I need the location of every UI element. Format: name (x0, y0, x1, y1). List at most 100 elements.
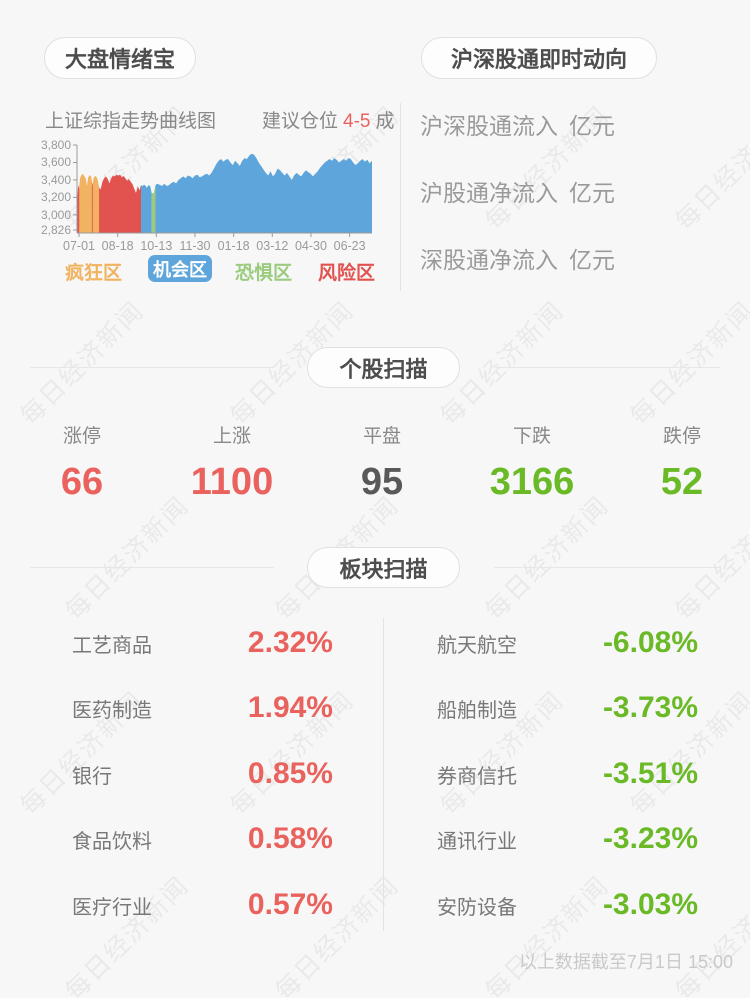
sector-name: 通讯行业 (437, 831, 517, 853)
sse-trend-chart: 3,800 3,600 3,400 3,200 3,000 2,826 07-0… (30, 138, 400, 298)
divider-line (30, 367, 274, 368)
chart-zone-fear (151, 185, 156, 233)
sector-scan-pill: 板块扫描 (307, 547, 460, 588)
northbound-flow-row: 沪股通净流入 亿元 (420, 178, 615, 208)
stock-scan-title: 个股扫描 (339, 356, 428, 382)
position-advice: 建议仓位 4-5 成 (262, 106, 395, 133)
divider-vertical-bottom (383, 618, 384, 931)
stat-value: 1100 (190, 461, 274, 503)
chart-zone-opportunity (141, 184, 152, 233)
sector-change: -3.23% (602, 822, 698, 855)
sector-change: 0.57% (247, 888, 333, 921)
divider-line (494, 567, 720, 568)
stat-value: 3166 (489, 461, 575, 503)
flow-label: 沪股通净流入 (420, 180, 558, 206)
stat-label: 跌停 (662, 426, 701, 447)
advice-value: 4-5 (343, 111, 371, 132)
panel-title-northbound: 沪深股通即时动向 (421, 37, 657, 79)
stock-scan-pill: 个股扫描 (307, 347, 460, 388)
x-tick-label: 04-30 (294, 239, 327, 253)
x-tick-label: 08-18 (101, 239, 134, 253)
flow-label: 深股通净流入 (420, 247, 558, 273)
sector-row: 食品饮料 0.58% (72, 822, 333, 866)
stat-limit-down: 跌停 52 (607, 424, 750, 504)
sector-change: -6.08% (602, 626, 698, 659)
sector-change: -3.73% (602, 691, 698, 724)
sector-name: 银行 (72, 766, 112, 788)
sector-change: -3.03% (602, 888, 698, 921)
sector-change: 1.94% (247, 691, 333, 724)
stat-advancers: 上涨 1100 (157, 424, 307, 504)
chart-zone-risk (91, 180, 93, 233)
stat-decliners: 下跌 3166 (457, 424, 607, 504)
stat-label: 下跌 (512, 426, 551, 447)
stat-value: 66 (60, 461, 104, 503)
y-tick-label: 2,826 (40, 223, 71, 237)
divider-vertical-top (400, 103, 401, 291)
sector-row: 工艺商品 2.32% (72, 626, 333, 670)
y-tick-label: 3,000 (40, 207, 71, 222)
x-tick-label: 10-13 (140, 239, 173, 253)
sector-row: 券商信托 -3.51% (437, 757, 698, 801)
sector-name: 食品饮料 (72, 831, 152, 853)
sector-row: 航天航空 -6.08% (437, 626, 698, 670)
divider-line (494, 367, 720, 368)
stat-limit-up: 涨停 66 (7, 424, 157, 504)
panel-title-northbound-label: 沪深股通即时动向 (450, 47, 627, 72)
legend-risk-zone[interactable]: 风险区 (318, 263, 376, 284)
flow-unit: 亿元 (569, 113, 615, 139)
chart-zone-mania (92, 176, 99, 233)
stat-value: 95 (360, 461, 404, 503)
sector-scan-title: 板块扫描 (339, 556, 428, 582)
sector-change: 0.58% (247, 822, 333, 855)
flow-label: 沪深股通流入 (420, 113, 558, 139)
legend-mania-zone[interactable]: 疯狂区 (65, 263, 123, 284)
sentiment-area-chart (73, 144, 372, 237)
data-cutoff-note: 以上数据截至7月1日 15:00 (518, 952, 733, 972)
sector-row: 医疗行业 0.57% (72, 888, 333, 932)
x-tick-label: 11-30 (179, 239, 211, 253)
x-tick-label: 03-12 (256, 239, 289, 253)
legend-opportunity-zone[interactable]: 机会区 (148, 255, 212, 282)
sector-name: 医疗行业 (72, 897, 152, 919)
sector-change: 2.32% (247, 626, 333, 659)
stat-label: 上涨 (212, 426, 251, 447)
divider-line (30, 567, 274, 568)
chart-title: 上证综指走势曲线图 (45, 111, 217, 132)
sector-change: -3.51% (602, 757, 698, 790)
x-tick-label: 07-01 (63, 239, 95, 253)
flow-unit: 亿元 (569, 180, 615, 206)
sector-row: 医药制造 1.94% (72, 691, 333, 735)
x-tick-label: 06-23 (333, 239, 366, 253)
panel-title-market-sentiment-label: 大盘情绪宝 (64, 47, 175, 72)
y-tick-label: 3,800 (40, 138, 71, 152)
sector-name: 医药制造 (72, 700, 152, 722)
sector-row: 银行 0.85% (72, 757, 333, 801)
y-tick-label: 3,200 (40, 190, 71, 205)
legend-fear-zone[interactable]: 恐惧区 (235, 263, 293, 284)
chart-zone-risk (77, 184, 80, 233)
sector-row: 安防设备 -3.03% (437, 888, 698, 932)
stat-label: 平盘 (362, 426, 401, 447)
x-tick-label: 01-18 (217, 239, 250, 253)
sector-name: 券商信托 (437, 766, 517, 788)
northbound-flow-row: 沪深股通流入 亿元 (420, 111, 615, 141)
chart-zone-mania (79, 173, 92, 233)
flow-unit: 亿元 (569, 247, 615, 273)
sector-name: 航天航空 (437, 635, 517, 657)
panel-title-market-sentiment: 大盘情绪宝 (44, 37, 196, 79)
chart-zone-risk (99, 174, 141, 233)
stat-value: 52 (660, 461, 704, 503)
sector-row: 通讯行业 -3.23% (437, 822, 698, 866)
sector-name: 船舶制造 (437, 700, 517, 722)
northbound-flow-row: 深股通净流入 亿元 (420, 245, 615, 275)
sector-row: 船舶制造 -3.73% (437, 691, 698, 735)
advice-suffix: 成 (375, 111, 395, 132)
sector-change: 0.85% (247, 757, 333, 790)
chart-zone-opportunity (155, 153, 372, 233)
stat-label: 涨停 (62, 426, 101, 447)
y-tick-label: 3,400 (40, 172, 71, 187)
advice-prefix: 建议仓位 (262, 111, 339, 132)
